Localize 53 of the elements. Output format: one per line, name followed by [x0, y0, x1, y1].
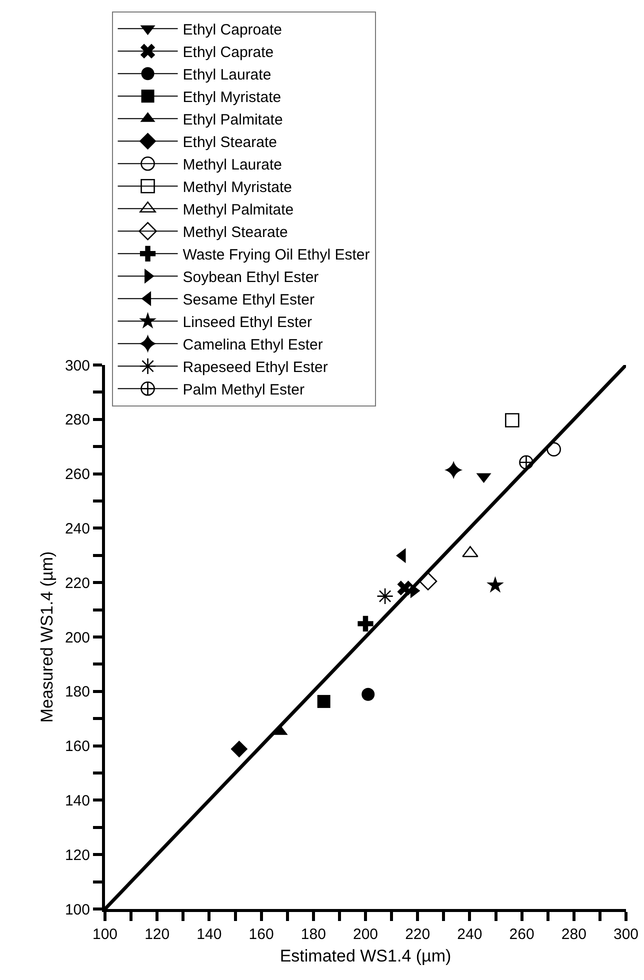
point: [519, 455, 534, 470]
x-tick-label: 280: [561, 926, 586, 943]
legend-label: Methyl Palmitate: [182, 202, 294, 218]
y-tick-label: 220: [64, 574, 90, 592]
y-tick-label: 120: [64, 846, 90, 864]
point: [444, 460, 463, 480]
point: [397, 580, 412, 596]
point: [317, 694, 330, 708]
point: [358, 616, 374, 632]
y-tick-label: 200: [64, 629, 90, 646]
legend-label: Rapeseed Ethyl Ester: [182, 359, 328, 376]
x-tick-label: 260: [509, 926, 534, 943]
y-tick-label: 240: [64, 520, 90, 538]
point: [546, 442, 561, 456]
y-tick-label: 100: [64, 901, 90, 918]
legend-label: Ethyl Caprate: [182, 44, 274, 61]
x-tick-label: 120: [144, 926, 170, 943]
y-axis-title: Measured WS1.4 (µm): [38, 551, 57, 723]
legend-label: Ethyl Caproate: [182, 22, 282, 38]
x-tick-label: 100: [92, 926, 118, 943]
legend-label: Methyl Laurate: [182, 156, 282, 174]
x-tick-label: 140: [196, 926, 222, 943]
y-tick-label: 180: [64, 684, 90, 701]
legend-label: Linseed Ethyl Ester: [182, 314, 312, 331]
y-tick-label: 280: [64, 412, 90, 429]
x-tick-label: 240: [457, 926, 482, 943]
legend-label: Ethyl Laurate: [182, 66, 272, 84]
x-axis-title: Estimated WS1.4 (µm): [280, 946, 452, 966]
legend-label: Ethyl Stearate: [182, 134, 277, 151]
x-tick-label: 300: [613, 926, 639, 943]
legend-label: Sesame Ethyl Ester: [182, 292, 314, 308]
legend-label: Palm Methyl Ester: [182, 382, 304, 398]
y-tick-label: 300: [64, 357, 90, 374]
legend-label: Soybean Ethyl Ester: [182, 269, 319, 286]
x-tick-label: 160: [248, 926, 274, 943]
x-tick-label: 200: [352, 926, 378, 943]
legend-label: Methyl Myristate: [182, 179, 292, 196]
y-tick-label: 160: [64, 738, 90, 756]
point: [486, 576, 504, 593]
legend-label: Waste Frying Oil Ethyl Ester: [182, 246, 370, 264]
x-tick-label: 220: [405, 926, 430, 943]
legend-label: Methyl Stearate: [182, 224, 288, 241]
point: [505, 413, 520, 428]
legend-label: Ethyl Palmitate: [182, 112, 283, 128]
y-tick-label: 260: [64, 466, 90, 484]
x-tick-label: 180: [300, 926, 326, 943]
point: [362, 688, 375, 701]
y-tick-label: 140: [64, 792, 90, 810]
legend-label: Ethyl Myristate: [182, 89, 282, 106]
point: [418, 572, 438, 590]
point: [376, 588, 394, 605]
legend-label: Camelina Ethyl Ester: [182, 336, 323, 354]
point: [230, 740, 248, 758]
